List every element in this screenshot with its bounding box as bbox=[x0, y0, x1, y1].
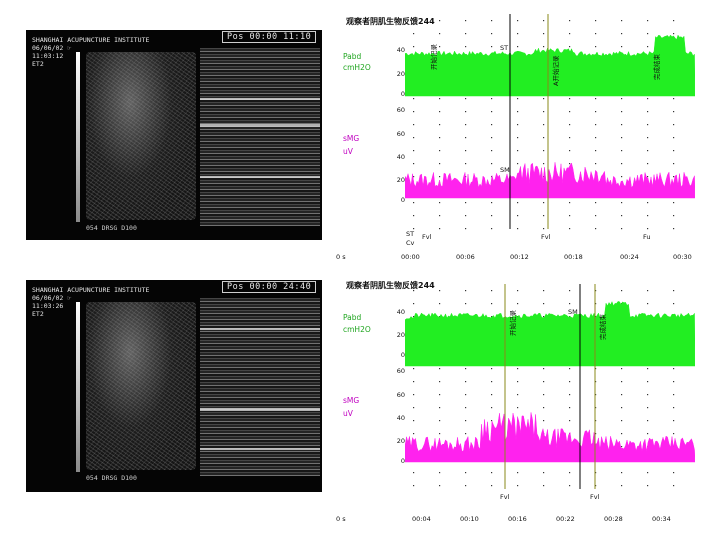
pressure-trace bbox=[405, 34, 695, 97]
depth-scale-bar bbox=[76, 302, 80, 472]
x-tick: 00:00 bbox=[401, 253, 420, 261]
x-tick: 00:30 bbox=[673, 253, 692, 261]
event-annotation: A开始记录 bbox=[552, 55, 560, 86]
bottom-marker: Fu bbox=[643, 233, 651, 241]
bottom-marker: ST bbox=[406, 230, 415, 238]
marker-st: ST bbox=[500, 44, 509, 52]
ultrasound-header: SHANGHAI ACUPUNCTURE INSTITUTE 06/06/02 … bbox=[32, 36, 150, 68]
ultrasound-footer: 054 DRSG D100 bbox=[86, 224, 137, 232]
chart-title: 观察者阴肌生物反馈244 bbox=[346, 281, 435, 290]
y-tick: 40 bbox=[396, 153, 405, 161]
y-tick: 0 bbox=[400, 351, 405, 359]
y-tick: 40 bbox=[396, 46, 405, 54]
y-tick: 20 bbox=[396, 437, 405, 445]
x-tick: 00:06 bbox=[456, 253, 475, 261]
pressure-label: Pabd bbox=[343, 313, 362, 322]
marker-sm: SM bbox=[568, 308, 578, 316]
y-tick: 0 bbox=[400, 196, 405, 204]
x-tick: 00:22 bbox=[556, 515, 575, 523]
chart-title: 观察者阴肌生物反馈244 bbox=[346, 17, 435, 26]
ultrasound-footer: 054 DRSG D100 bbox=[86, 474, 137, 482]
y-tick: 60 bbox=[396, 391, 405, 399]
b-mode-image bbox=[86, 52, 196, 220]
time-scale-label: 0 s bbox=[336, 253, 346, 261]
event-annotation: 开始记录 bbox=[430, 44, 438, 70]
ultrasound-timer: Pos 00:00 24:40 bbox=[222, 281, 317, 293]
y-tick: 0 bbox=[400, 90, 405, 98]
x-tick: 00:10 bbox=[460, 515, 479, 523]
emg-label: sMG bbox=[343, 134, 360, 143]
bottom-marker: Fvl bbox=[500, 493, 510, 501]
emg-unit: uV bbox=[343, 409, 353, 418]
event-annotation: 完成结束 bbox=[599, 314, 607, 340]
x-tick: 00:24 bbox=[620, 253, 639, 261]
ultrasound-header: SHANGHAI ACUPUNCTURE INSTITUTE 06/06/02 … bbox=[32, 286, 150, 318]
y-tick: 40 bbox=[396, 414, 405, 422]
emg-trace bbox=[405, 412, 695, 463]
bottom-marker: Fvl bbox=[541, 233, 551, 241]
y-tick: 20 bbox=[396, 176, 405, 184]
y-tick: 60 bbox=[396, 367, 405, 375]
time-scale-label: 0 s bbox=[336, 515, 346, 523]
y-tick: 60 bbox=[396, 106, 405, 114]
y-tick: 40 bbox=[396, 308, 405, 316]
emg-trace bbox=[405, 162, 695, 199]
pressure-trace bbox=[405, 301, 695, 367]
m-mode-trace bbox=[200, 298, 320, 476]
pressure-unit: cmH2O bbox=[343, 63, 371, 72]
depth-scale-bar bbox=[76, 52, 80, 222]
pressure-unit: cmH2O bbox=[343, 325, 371, 334]
pressure-label: Pabd bbox=[343, 52, 362, 61]
y-tick: 0 bbox=[400, 457, 405, 465]
marker-sm: SM bbox=[500, 166, 510, 174]
x-tick: 00:04 bbox=[412, 515, 431, 523]
event-annotation: 开始记录 bbox=[509, 310, 517, 336]
x-tick: 00:18 bbox=[564, 253, 583, 261]
bottom-marker: Cv bbox=[406, 239, 415, 247]
biofeedback-chart-top bbox=[405, 14, 695, 230]
y-tick: 20 bbox=[396, 70, 405, 78]
emg-label: sMG bbox=[343, 396, 360, 405]
bottom-marker: Fvl bbox=[590, 493, 600, 501]
bottom-marker: Fvl bbox=[422, 233, 432, 241]
x-tick: 00:34 bbox=[652, 515, 671, 523]
ultrasound-image-bottom: SHANGHAI ACUPUNCTURE INSTITUTE 06/06/02 … bbox=[26, 280, 322, 492]
y-tick: 20 bbox=[396, 331, 405, 339]
event-annotation: 完成结束 bbox=[653, 54, 661, 80]
x-tick: 00:28 bbox=[604, 515, 623, 523]
x-tick: 00:16 bbox=[508, 515, 527, 523]
m-mode-trace bbox=[200, 48, 320, 226]
biofeedback-chart-bottom bbox=[405, 284, 695, 489]
x-tick: 00:12 bbox=[510, 253, 529, 261]
y-tick: 60 bbox=[396, 130, 405, 138]
b-mode-image bbox=[86, 302, 196, 470]
ultrasound-timer: Pos 00:00 11:10 bbox=[222, 31, 317, 43]
emg-unit: uV bbox=[343, 147, 353, 156]
ultrasound-image-top: SHANGHAI ACUPUNCTURE INSTITUTE 06/06/02 … bbox=[26, 30, 322, 240]
